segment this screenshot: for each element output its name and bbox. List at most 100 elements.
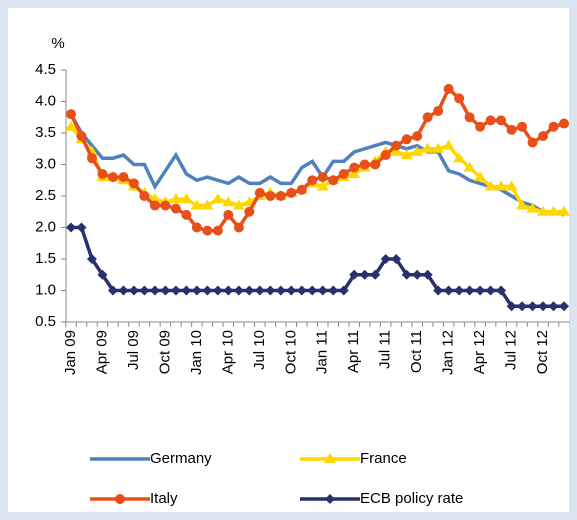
point (506, 301, 517, 312)
point (191, 222, 202, 233)
point (548, 121, 559, 132)
point (421, 142, 434, 153)
point (443, 285, 454, 296)
point (559, 301, 570, 312)
point (128, 178, 139, 189)
x-tick-label: Jan 10 (188, 330, 205, 375)
point (139, 191, 150, 201)
point (222, 196, 235, 207)
point (442, 139, 455, 150)
point (170, 285, 181, 296)
point (66, 222, 76, 233)
point (454, 93, 465, 104)
y-tick-label: 3.0 (35, 155, 56, 172)
series-line (69, 113, 565, 217)
point (538, 131, 549, 142)
point (233, 285, 244, 296)
point (485, 285, 496, 296)
point (202, 225, 213, 236)
point (380, 150, 391, 161)
plot-panel (8, 8, 569, 512)
y-axis-label: % (51, 35, 64, 52)
point (149, 200, 160, 211)
point (359, 269, 370, 280)
x-tick-label: Apr 12 (471, 330, 488, 374)
point (517, 301, 528, 312)
y-tick-label: 3.5 (35, 124, 56, 141)
point (66, 109, 76, 120)
point (325, 494, 335, 504)
point (548, 301, 559, 312)
x-tick-label: Oct 09 (156, 330, 173, 374)
legend-label: Italy (150, 490, 178, 507)
point (118, 285, 129, 296)
series-0 (69, 113, 565, 217)
point (328, 285, 339, 296)
point (517, 121, 528, 132)
point (443, 83, 454, 94)
point (527, 301, 538, 312)
point (338, 168, 349, 179)
point (307, 175, 318, 186)
point (370, 159, 381, 170)
x-tick-label: Jul 10 (251, 330, 268, 370)
point (212, 225, 223, 236)
y-tick-label: 1.0 (35, 281, 56, 298)
point (538, 301, 549, 312)
point (400, 149, 413, 160)
point (495, 180, 508, 191)
point (324, 453, 336, 463)
point (484, 180, 497, 191)
point (390, 145, 403, 156)
point (128, 285, 139, 296)
point (422, 269, 433, 280)
point (317, 172, 328, 183)
point (265, 191, 276, 201)
point (286, 285, 297, 296)
point (232, 199, 245, 210)
point (223, 285, 234, 296)
point (349, 269, 360, 280)
point (65, 120, 77, 131)
point (265, 285, 276, 296)
point (496, 285, 507, 296)
point (118, 172, 129, 183)
point (380, 254, 391, 264)
y-tick-label: 4.0 (35, 92, 56, 109)
point (412, 131, 423, 142)
point (526, 202, 539, 213)
point (296, 285, 307, 296)
point (212, 285, 223, 296)
point (328, 175, 339, 186)
point (474, 171, 487, 182)
point (254, 285, 265, 296)
point (547, 205, 560, 216)
y-tick-label: 0.5 (35, 313, 56, 330)
point (190, 199, 203, 210)
x-tick-label: Jul 12 (503, 330, 520, 370)
point (453, 152, 466, 163)
point (559, 118, 570, 129)
point (370, 269, 381, 280)
point (412, 269, 423, 280)
x-tick-label: Oct 11 (408, 330, 425, 373)
point (107, 285, 118, 296)
x-tick-label: Apr 10 (219, 330, 236, 374)
point (86, 254, 97, 264)
point (139, 285, 150, 296)
point (454, 285, 465, 296)
x-tick-label: Jan 11 (314, 330, 331, 374)
point (244, 206, 255, 217)
point (464, 285, 475, 296)
y-tick-label: 4.5 (35, 61, 56, 78)
point (506, 124, 517, 135)
x-tick-label: Jul 11 (377, 330, 394, 369)
point (338, 285, 349, 296)
point (475, 285, 486, 296)
point (401, 134, 412, 145)
point (223, 209, 234, 220)
point (160, 285, 171, 296)
point (275, 191, 286, 201)
x-tick-label: Jan 09 (62, 330, 79, 375)
